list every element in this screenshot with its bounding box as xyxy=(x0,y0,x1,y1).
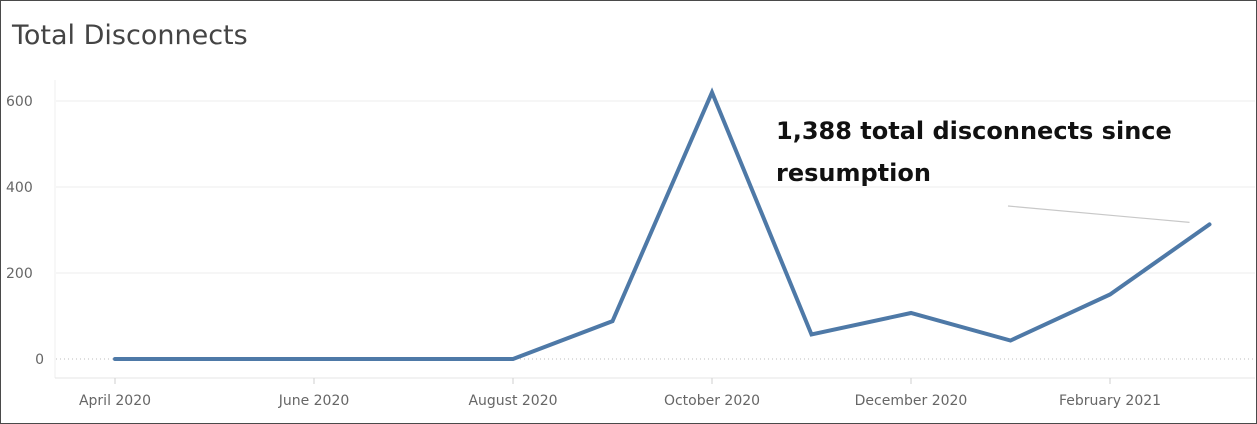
x-tick-label: June 2020 xyxy=(278,393,350,409)
annotation-leader-line xyxy=(1007,205,1190,224)
y-tick-label: 0 xyxy=(35,352,44,368)
x-tick-label: August 2020 xyxy=(468,393,557,409)
y-tick-label: 600 xyxy=(6,94,33,110)
y-tick-label: 400 xyxy=(6,180,33,196)
chart-annotation: 1,388 total disconnects since resumption xyxy=(776,117,1172,187)
series-line xyxy=(113,87,1212,361)
y-tick-label: 200 xyxy=(6,266,33,282)
x-tick-label: April 2020 xyxy=(79,393,151,409)
x-tick-label: October 2020 xyxy=(664,393,760,409)
chart-title: Total Disconnects xyxy=(12,20,248,51)
x-tick-label: December 2020 xyxy=(855,393,968,409)
x-tick-label: February 2021 xyxy=(1059,393,1161,409)
